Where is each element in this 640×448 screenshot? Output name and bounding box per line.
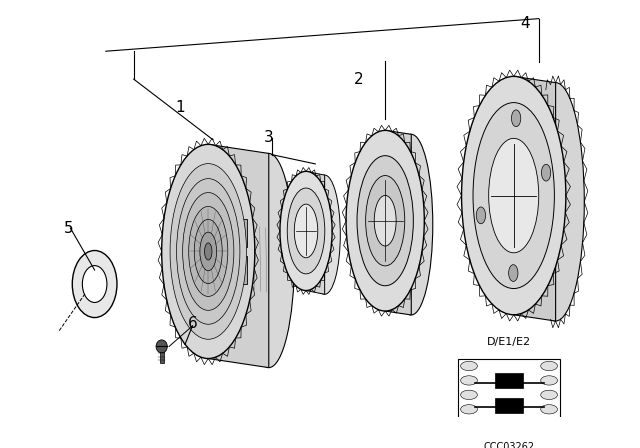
Ellipse shape: [461, 419, 477, 428]
Ellipse shape: [205, 243, 212, 260]
Text: CCC03262: CCC03262: [483, 442, 534, 448]
Bar: [495, 373, 523, 388]
Ellipse shape: [189, 207, 228, 297]
Ellipse shape: [476, 207, 486, 224]
Ellipse shape: [156, 340, 167, 353]
Ellipse shape: [200, 232, 216, 271]
Ellipse shape: [541, 419, 557, 428]
Bar: [160, 352, 164, 363]
Ellipse shape: [461, 362, 477, 370]
Ellipse shape: [309, 175, 340, 294]
Ellipse shape: [72, 250, 117, 318]
Bar: [495, 398, 523, 413]
Polygon shape: [208, 144, 269, 368]
Polygon shape: [385, 130, 412, 315]
Ellipse shape: [461, 390, 477, 400]
Ellipse shape: [541, 164, 551, 181]
Ellipse shape: [527, 82, 584, 321]
Ellipse shape: [473, 103, 554, 289]
Ellipse shape: [243, 153, 294, 368]
Text: 5: 5: [64, 221, 74, 236]
Bar: [227, 256, 247, 284]
Ellipse shape: [541, 376, 557, 385]
Bar: [458, 358, 560, 431]
Ellipse shape: [83, 266, 107, 302]
Ellipse shape: [461, 76, 566, 315]
Polygon shape: [306, 171, 324, 294]
Ellipse shape: [195, 220, 222, 284]
Ellipse shape: [177, 179, 240, 324]
Ellipse shape: [541, 390, 557, 400]
Ellipse shape: [511, 110, 521, 127]
Polygon shape: [514, 76, 556, 321]
Ellipse shape: [182, 193, 234, 310]
Ellipse shape: [280, 171, 332, 291]
Text: 2: 2: [355, 72, 364, 86]
Ellipse shape: [461, 376, 477, 385]
Ellipse shape: [294, 204, 318, 258]
Ellipse shape: [374, 195, 396, 246]
Ellipse shape: [541, 405, 557, 414]
Ellipse shape: [346, 130, 424, 311]
Ellipse shape: [541, 362, 557, 370]
Text: D/E1/E2: D/E1/E2: [487, 337, 531, 347]
Ellipse shape: [162, 144, 255, 358]
Bar: [227, 219, 247, 247]
Ellipse shape: [170, 164, 246, 339]
Ellipse shape: [365, 176, 404, 266]
Text: 6: 6: [188, 316, 197, 331]
Ellipse shape: [489, 138, 539, 253]
Polygon shape: [502, 437, 516, 446]
Ellipse shape: [287, 188, 325, 274]
Text: 1: 1: [175, 99, 185, 115]
Ellipse shape: [390, 134, 433, 315]
Text: 4: 4: [520, 16, 530, 31]
Ellipse shape: [509, 265, 518, 281]
Ellipse shape: [357, 155, 413, 286]
Ellipse shape: [461, 405, 477, 414]
Text: 3: 3: [264, 130, 274, 145]
